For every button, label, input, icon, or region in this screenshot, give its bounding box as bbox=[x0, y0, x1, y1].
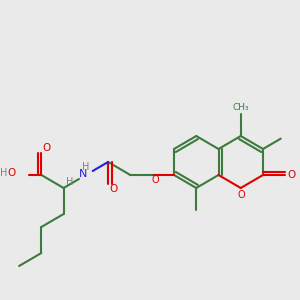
Text: O: O bbox=[238, 190, 246, 200]
Text: N: N bbox=[79, 169, 87, 179]
Text: H: H bbox=[66, 177, 73, 187]
Text: O: O bbox=[8, 168, 16, 178]
Text: H: H bbox=[82, 162, 89, 172]
Text: O: O bbox=[151, 175, 159, 185]
Text: O: O bbox=[288, 170, 296, 180]
Text: H: H bbox=[0, 168, 8, 178]
Text: CH₃: CH₃ bbox=[232, 103, 249, 112]
Text: O: O bbox=[109, 184, 117, 194]
Text: O: O bbox=[42, 143, 50, 153]
